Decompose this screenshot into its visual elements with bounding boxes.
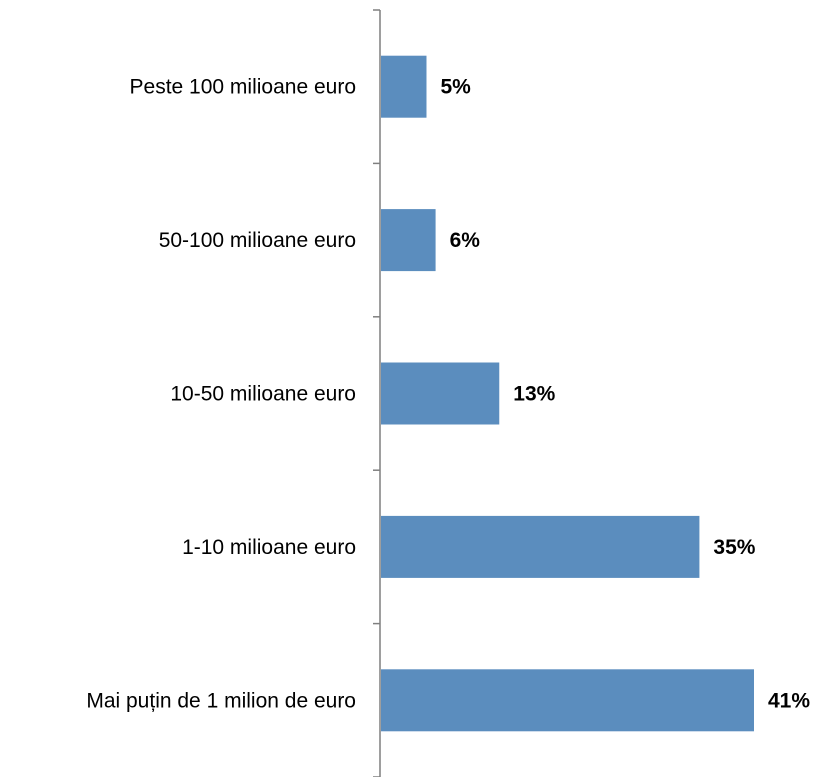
bars-group — [381, 55, 754, 732]
bar — [381, 362, 500, 425]
value-label: 41% — [768, 689, 810, 712]
bar — [381, 669, 754, 732]
category-label: 10-50 milioane euro — [170, 383, 356, 406]
category-label: 1-10 milioane euro — [182, 536, 356, 559]
value-label: 35% — [713, 536, 755, 559]
value-label: 6% — [450, 229, 481, 252]
category-axis — [373, 9, 381, 777]
bar — [381, 515, 700, 578]
labels-group: Peste 100 milioane euro 5% 50-100 milioane… — [86, 76, 810, 713]
category-label: Peste 100 milioane euro — [130, 76, 356, 99]
value-label: 13% — [513, 383, 555, 406]
bar — [381, 55, 427, 118]
bar — [381, 209, 436, 272]
value-label: 5% — [440, 76, 471, 99]
category-label: 50-100 milioane euro — [159, 229, 356, 252]
category-label: Mai puțin de 1 milion de euro — [86, 689, 356, 712]
